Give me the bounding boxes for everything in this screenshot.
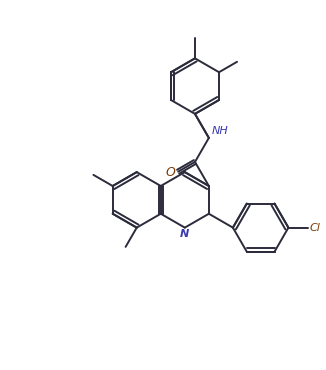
Text: Cl: Cl: [310, 223, 321, 233]
Text: O: O: [165, 166, 175, 179]
Text: NH: NH: [212, 126, 229, 136]
Text: N: N: [180, 229, 189, 239]
